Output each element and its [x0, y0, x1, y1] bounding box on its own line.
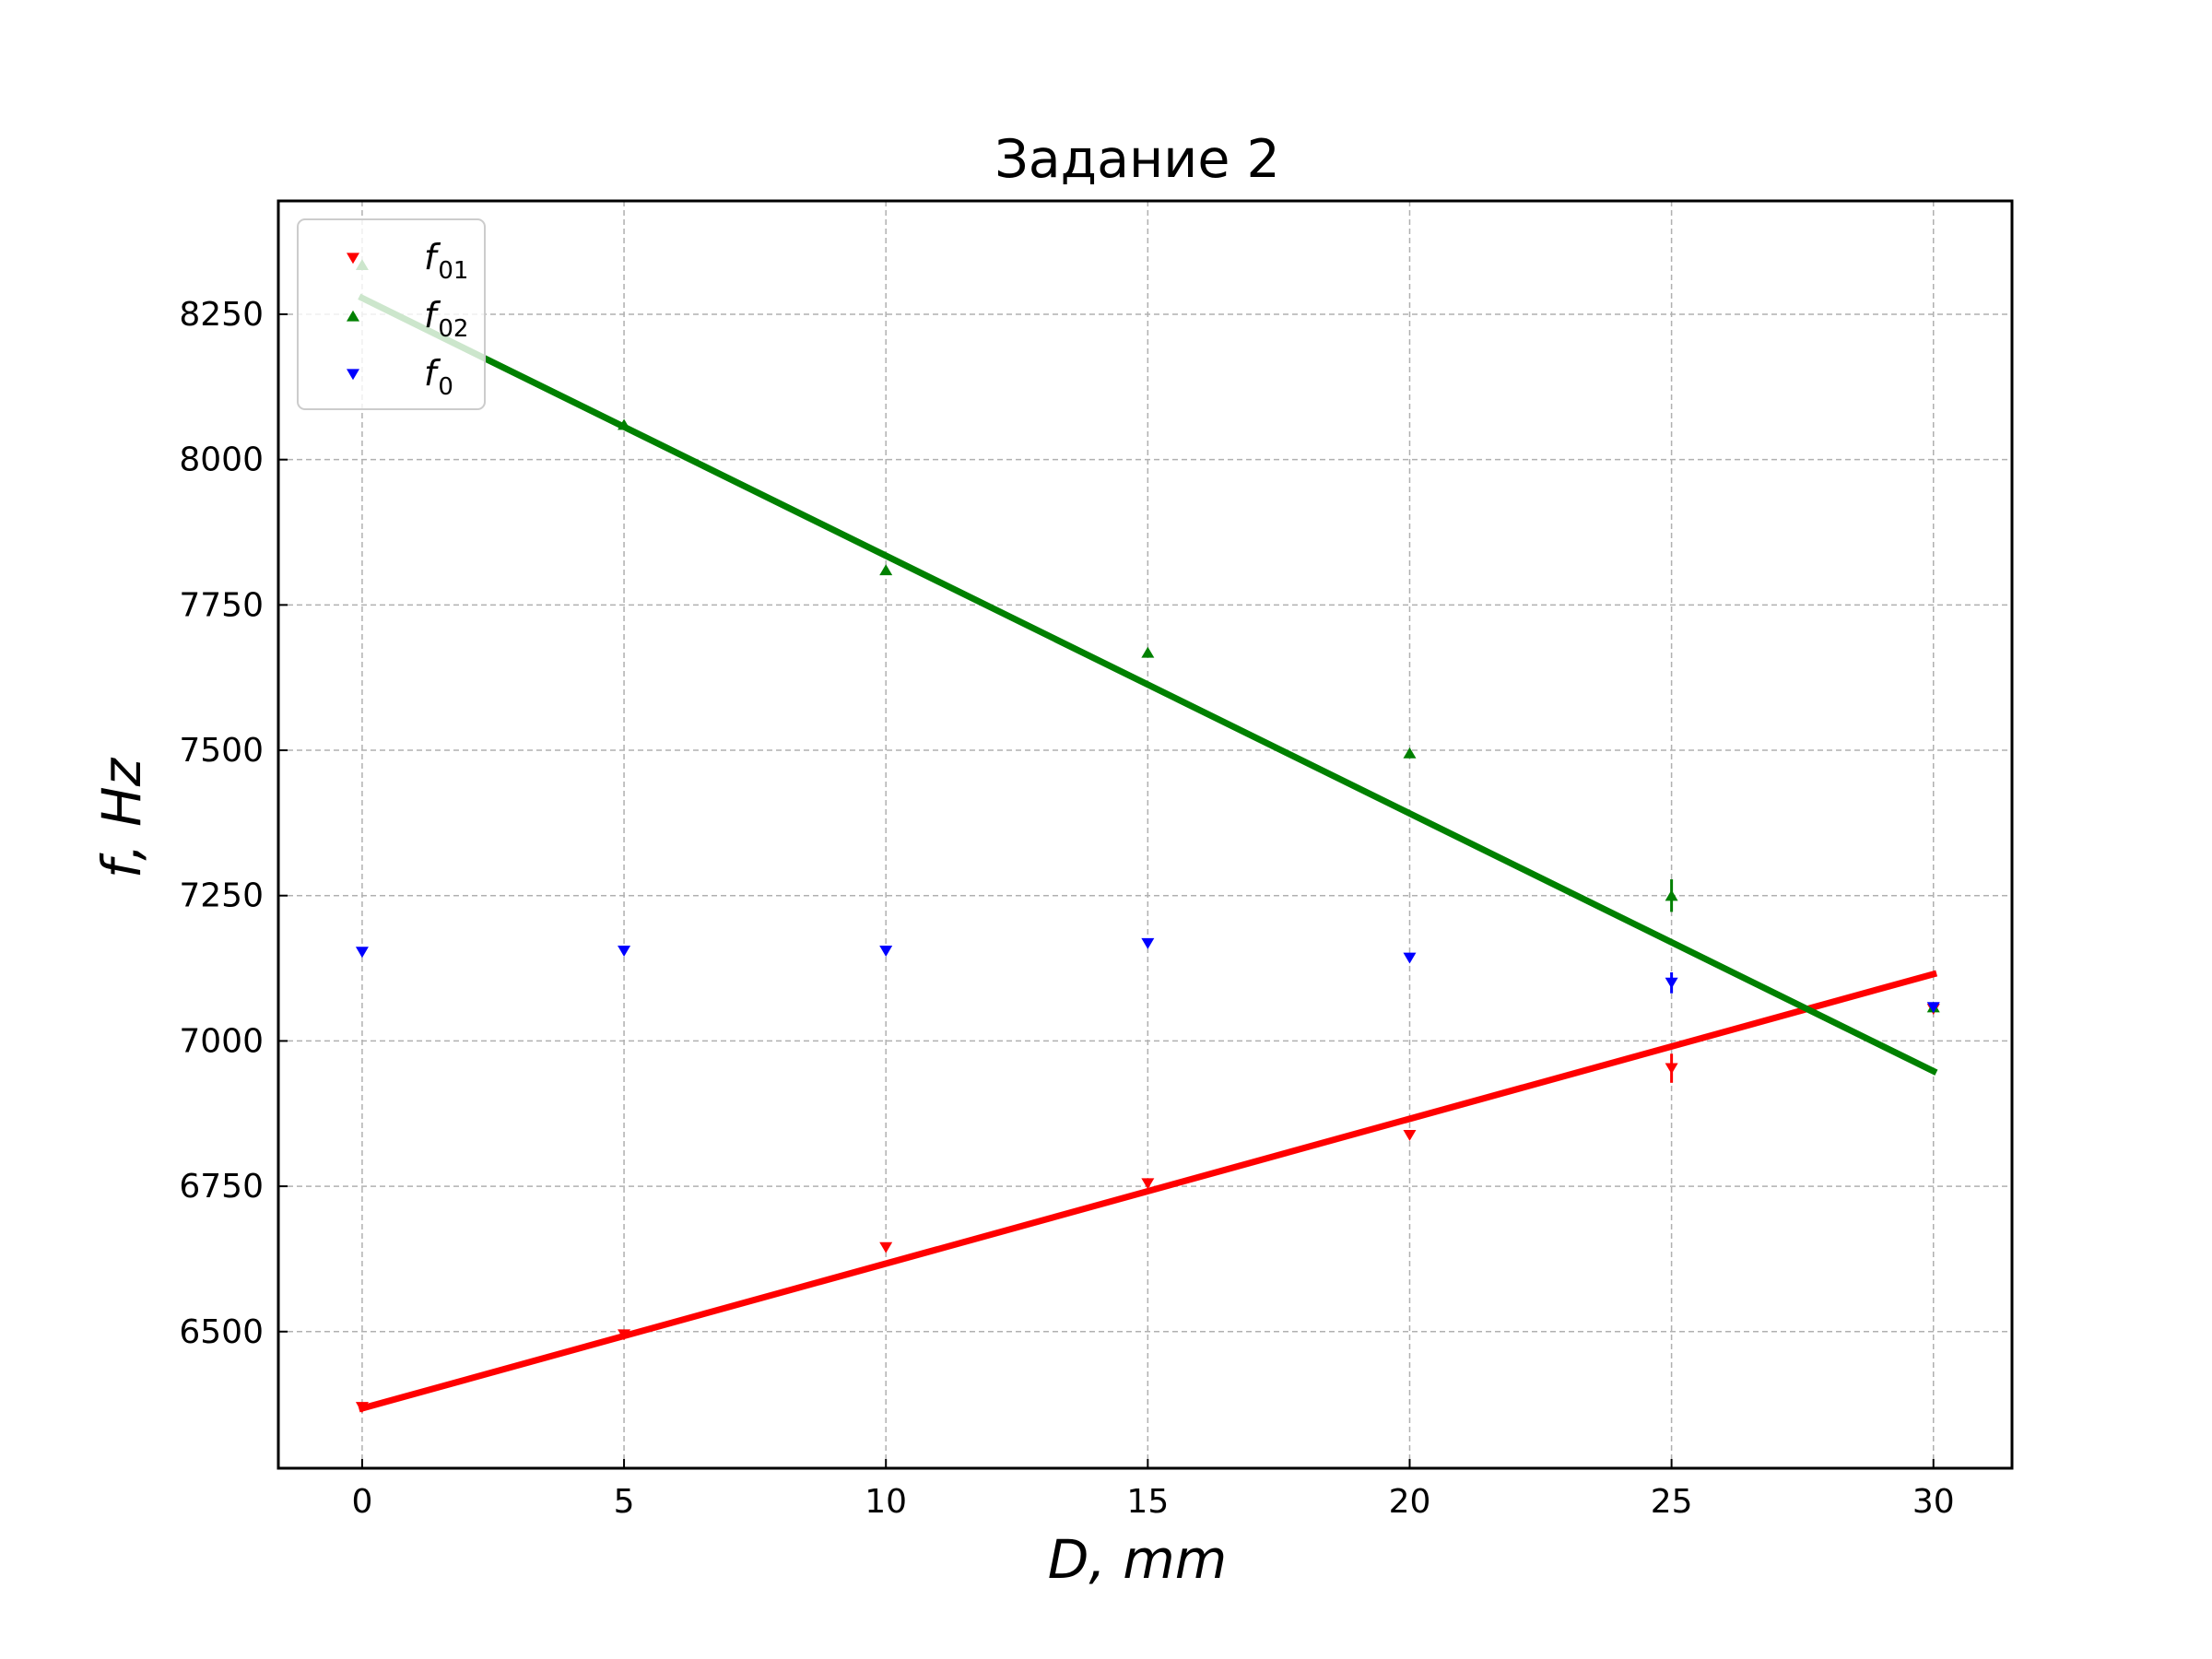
plot-frame [276, 199, 2014, 1470]
y-tick-label: 7500 [179, 732, 264, 770]
y-tick-label: 8250 [179, 296, 264, 334]
legend-box [297, 218, 486, 410]
legend-series-0-marker [347, 369, 359, 381]
series-01-point [1665, 1063, 1678, 1075]
series-02-point [618, 418, 631, 430]
data-points [355, 259, 1940, 1414]
x-tick-label: 20 [1389, 1483, 1431, 1521]
y-axis-label: f, Hz [90, 757, 153, 878]
series-02-point [1665, 889, 1678, 901]
series-0-point [1141, 937, 1155, 949]
y-tick-label: 8000 [179, 441, 264, 479]
series-01-point [879, 1241, 893, 1253]
chart-title: Задание 2 [994, 129, 1280, 190]
y-tick-label: 6750 [179, 1168, 264, 1206]
x-tick-label: 0 [351, 1483, 372, 1521]
y-tick-label: 7750 [179, 586, 264, 624]
series-01-point [618, 1329, 631, 1341]
series-02-point [1141, 646, 1155, 658]
x-tick-label: 10 [865, 1483, 907, 1521]
series-0-point [1926, 1002, 1940, 1014]
x-tick-label: 5 [614, 1483, 635, 1521]
legend-series-02-marker [347, 310, 359, 322]
series-0-point [355, 947, 369, 959]
series-02-point [1403, 747, 1417, 759]
y-tick-label: 7250 [179, 877, 264, 915]
series-0-point [1665, 977, 1678, 989]
series-0-point [618, 946, 631, 957]
y-tick-label: 7000 [179, 1022, 264, 1060]
series-0-point [879, 946, 893, 957]
y-tick-label: 6500 [179, 1313, 264, 1351]
legend-series-01-marker [347, 253, 359, 265]
ticks: 0 5 10 15 20 25 30 6500 6750 7000 7250 7500 7750 8000… [179, 296, 1954, 1521]
grid [278, 201, 2012, 1468]
series-02-point [879, 564, 893, 576]
x-tick-label: 25 [1651, 1483, 1693, 1521]
x-tick-label: 15 [1126, 1483, 1169, 1521]
x-axis-label: D, mm [1048, 1528, 1228, 1591]
x-tick-label: 30 [1912, 1483, 1955, 1521]
series-01-point [355, 1402, 369, 1414]
series-0-point [1403, 952, 1417, 964]
series-01-point [1403, 1129, 1417, 1141]
series-01-point [1141, 1178, 1155, 1190]
